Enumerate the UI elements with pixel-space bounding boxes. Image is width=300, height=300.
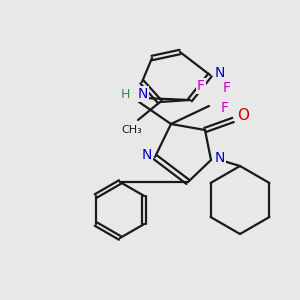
Text: F: F [221,101,229,115]
Text: H: H [120,88,130,100]
Text: F: F [197,79,205,93]
Text: N: N [142,148,152,162]
Text: O: O [237,109,249,124]
Text: N: N [215,66,225,80]
Text: N: N [215,151,225,165]
Text: CH₃: CH₃ [122,125,142,135]
Text: N: N [138,87,148,101]
Text: F: F [223,81,231,95]
